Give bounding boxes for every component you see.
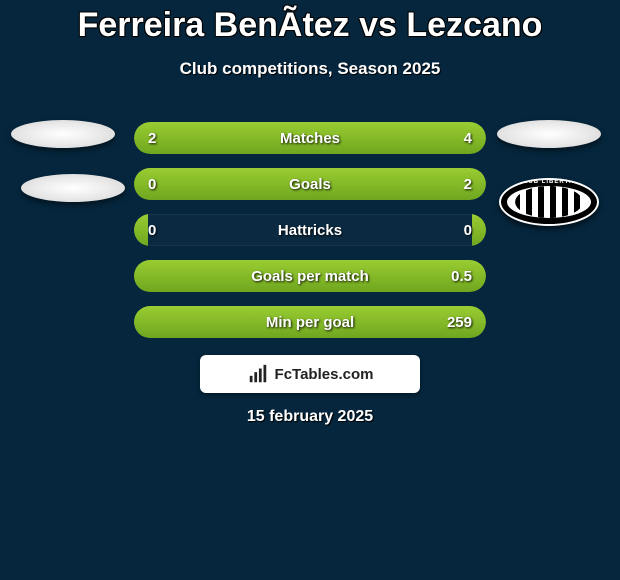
stat-label: Hattricks xyxy=(134,214,486,246)
stat-row-min-per-goal: Min per goal 259 xyxy=(134,306,486,338)
stat-row-matches: 2 Matches 4 xyxy=(134,122,486,154)
subtitle: Club competitions, Season 2025 xyxy=(0,59,620,79)
stat-label: Goals per match xyxy=(134,260,486,292)
fctables-text: FcTables.com xyxy=(275,366,374,383)
stat-value-right: 2 xyxy=(464,168,472,200)
club-badge-placeholder-icon xyxy=(21,174,125,202)
club-badge-placeholder-icon xyxy=(497,120,601,148)
date-text: 15 february 2025 xyxy=(0,408,620,426)
club-libertad-badge-icon: CLUB LIBERTAD xyxy=(499,178,599,226)
club-libertad-text: CLUB LIBERTAD xyxy=(499,179,599,185)
stat-value-right: 0.5 xyxy=(451,260,472,292)
badge-right-2: CLUB LIBERTAD xyxy=(494,178,604,226)
stat-row-hattricks: 0 Hattricks 0 xyxy=(134,214,486,246)
stat-label: Goals xyxy=(134,168,486,200)
badge-left-1 xyxy=(8,120,118,148)
stat-label: Min per goal xyxy=(134,306,486,338)
stat-value-right: 259 xyxy=(447,306,472,338)
stat-value-right: 4 xyxy=(464,122,472,154)
stats-container: 2 Matches 4 0 Goals 2 0 Hattricks 0 Goal… xyxy=(134,122,486,352)
bar-chart-icon xyxy=(247,363,269,385)
stat-label: Matches xyxy=(134,122,486,154)
badge-left-2 xyxy=(18,174,128,202)
page-title: Ferreira BenÃ­tez vs Lezcano xyxy=(0,0,620,45)
fctables-link[interactable]: FcTables.com xyxy=(200,355,420,393)
club-badge-placeholder-icon xyxy=(11,120,115,148)
stat-value-right: 0 xyxy=(464,214,472,246)
badge-right-1 xyxy=(494,120,604,148)
stat-row-goals-per-match: Goals per match 0.5 xyxy=(134,260,486,292)
stat-row-goals: 0 Goals 2 xyxy=(134,168,486,200)
